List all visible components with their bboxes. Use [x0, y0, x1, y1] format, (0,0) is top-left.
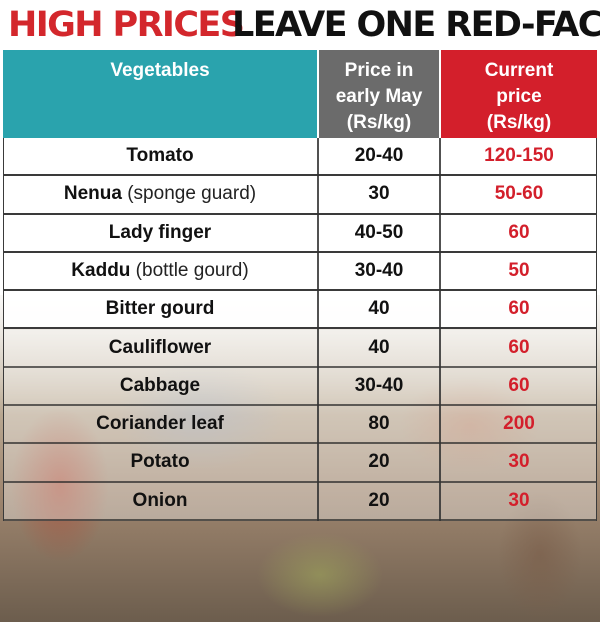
vegetable-name: Tomato: [126, 145, 194, 166]
vegetable-name: Potato: [130, 451, 190, 473]
current-price-cell: 200: [503, 413, 535, 435]
price-early-may-cell: 40: [368, 336, 390, 358]
headline-highlight: HIGH PRICES: [8, 5, 245, 45]
price-early-may-cell: 30-40: [354, 374, 404, 396]
vegetable-name: Kaddu: [71, 259, 131, 281]
table-row: Potato 20 30: [3, 444, 597, 483]
price-early-may-cell: 40: [368, 298, 390, 320]
vegetable-name-cell: Coriander leaf: [3, 406, 317, 440]
vegetable-name-cell: Onion: [3, 483, 317, 517]
column-divider: [317, 138, 319, 521]
table-row: Coriander leaf 80 200: [3, 406, 597, 445]
vegetable-name-cell: Kaddu (bottle gourd): [3, 253, 317, 287]
price-early-may-cell: 20: [368, 451, 390, 473]
current-price-cell: 50: [508, 259, 530, 281]
current-price-cell: 60: [508, 336, 530, 358]
price-early-may-cell: 80: [368, 413, 390, 435]
price-early-may-cell: 30: [368, 183, 390, 205]
table-header: Vegetables Price in early May (Rs/kg) Cu…: [3, 50, 597, 138]
table-row: Cabbage 30-40 60: [3, 367, 597, 407]
vegetable-name-cell: Bitter gourd: [3, 291, 317, 325]
vegetable-name: Onion: [132, 489, 188, 511]
vegetable-name-cell: Nenua (sponge guard): [3, 176, 317, 210]
vegetable-name-cell: Cabbage: [3, 368, 317, 402]
current-price-cell: 30: [508, 451, 530, 473]
price-table: Vegetables Price in early May (Rs/kg) Cu…: [3, 50, 597, 521]
price-early-may-cell: 30-40: [354, 259, 404, 281]
vegetable-name: Bitter gourd: [105, 298, 215, 320]
table-row: Tomato 20-40 120-150: [3, 138, 597, 177]
vegetable-note: (sponge guard): [121, 183, 257, 205]
vegetable-note: (bottle gourd): [130, 259, 249, 281]
table-row: Lady finger 40-50 60: [3, 214, 597, 253]
header-price-early-may: Price in early May (Rs/kg): [319, 50, 439, 138]
headline-rest: LEAVE ONE RED-FACED: [232, 5, 600, 45]
current-price-cell: 60: [508, 374, 530, 396]
current-price-cell: 30: [508, 489, 530, 511]
current-price-cell: 60: [508, 298, 530, 320]
current-price-cell: 60: [508, 221, 530, 243]
price-early-may-cell: 40-50: [354, 221, 404, 243]
vegetable-name-cell: Tomato: [3, 138, 317, 172]
vegetable-name-cell: Potato: [3, 444, 317, 478]
vegetable-name: Lady finger: [108, 221, 212, 243]
vegetable-name: Coriander leaf: [96, 413, 224, 435]
vegetable-name-cell: Cauliflower: [3, 330, 317, 364]
current-price-cell: 50-60: [494, 183, 544, 205]
vegetable-name-cell: Lady finger: [3, 215, 317, 249]
table-row: Nenua (sponge guard) 30 50-60: [3, 176, 597, 215]
vegetable-name: Nenua: [63, 183, 122, 205]
current-price-cell: 120-150: [484, 145, 554, 166]
table-row: Kaddu (bottle gourd) 30-40 50: [3, 252, 597, 292]
table-row: Onion 20 30: [3, 482, 597, 521]
header-current-price: Current price (Rs/kg): [441, 50, 597, 138]
header-vegetables: Vegetables: [3, 50, 317, 138]
headline: HIGH PRICES LEAVE ONE RED-FACED: [0, 0, 600, 50]
price-early-may-cell: 20-40: [354, 145, 404, 166]
table-row: Cauliflower 40 60: [3, 329, 597, 368]
vegetable-name: Cabbage: [119, 374, 201, 396]
column-divider: [439, 138, 441, 521]
price-early-may-cell: 20: [368, 489, 390, 511]
table-row: Bitter gourd 40 60: [3, 291, 597, 330]
vegetable-name: Cauliflower: [108, 336, 212, 358]
